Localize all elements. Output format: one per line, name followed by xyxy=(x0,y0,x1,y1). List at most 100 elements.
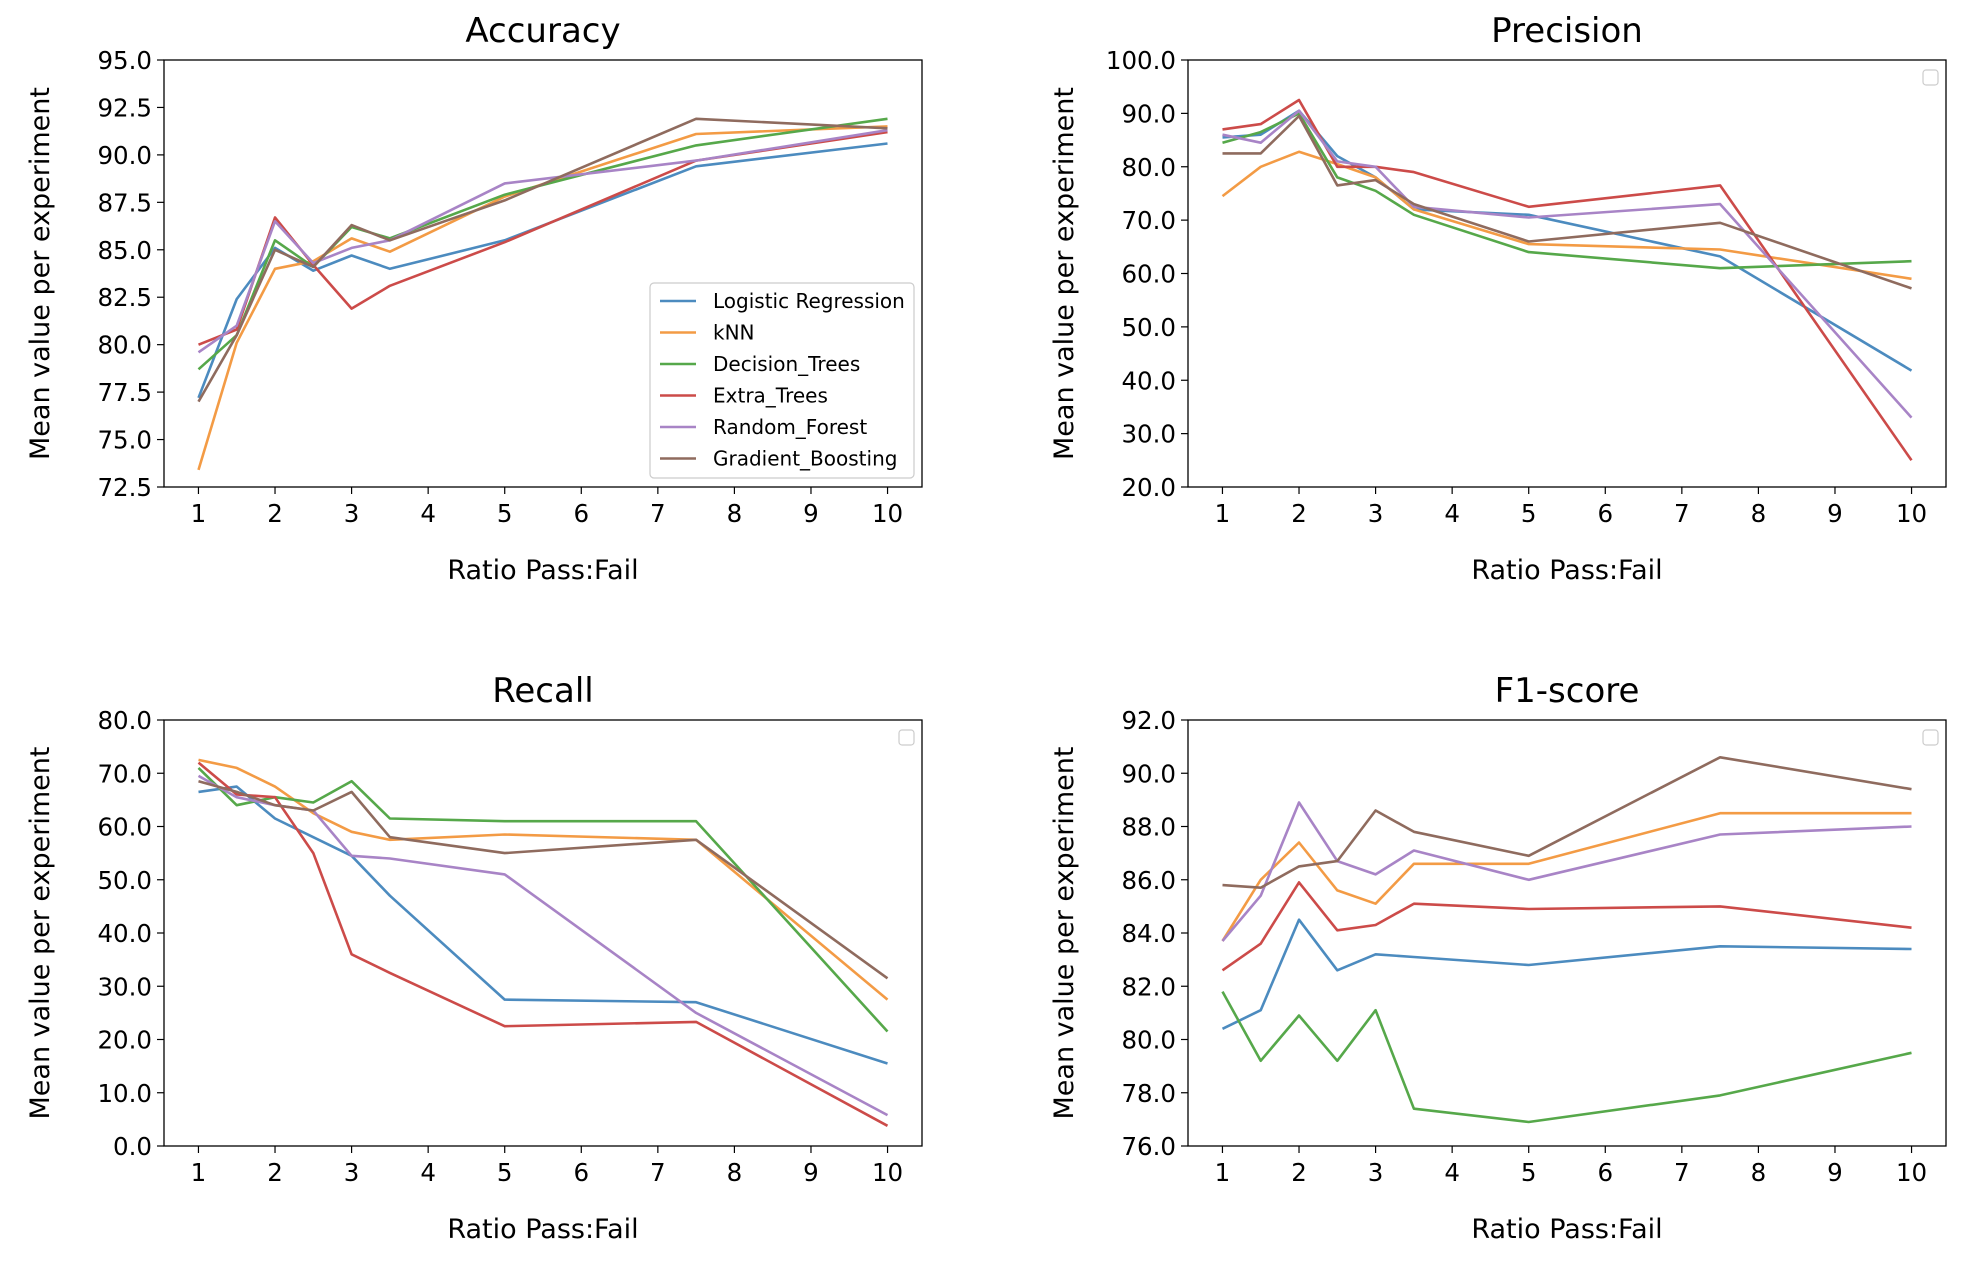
series-line-knn xyxy=(1221,150,1912,281)
x-tick-label: 4 xyxy=(1444,499,1460,528)
y-tick-label: 0.0 xyxy=(113,1132,152,1161)
x-tick-label: 1 xyxy=(1215,499,1231,528)
x-tick-label: 7 xyxy=(1674,499,1690,528)
y-tick-label: 82.5 xyxy=(97,283,152,312)
y-tick-label: 80.0 xyxy=(1121,153,1176,182)
legend-box xyxy=(649,282,915,479)
y-tick-label: 82.0 xyxy=(1121,972,1176,1001)
x-tick-label: 9 xyxy=(803,1158,819,1187)
y-tick-label: 70.0 xyxy=(1121,206,1176,235)
x-tick-label: 8 xyxy=(727,499,743,528)
x-tick-label: 6 xyxy=(573,499,589,528)
x-tick-label: 10 xyxy=(872,1158,903,1187)
x-axis-label: Ratio Pass:Fail xyxy=(1471,1214,1662,1245)
y-axis-label: Mean value per experiment xyxy=(25,747,56,1120)
legend-label: Decision_Trees xyxy=(713,352,860,376)
series-line-gradient-boosting xyxy=(1222,114,1912,290)
y-tick-label: 20.0 xyxy=(1121,473,1176,502)
y-tick-label: 92.0 xyxy=(1121,706,1176,735)
series-line-gradient-boosting xyxy=(1222,755,1912,890)
legend-label: Random_Forest xyxy=(713,415,867,439)
y-tick-label: 90.0 xyxy=(97,141,152,170)
x-tick-label: 5 xyxy=(497,499,513,528)
legend-label: Logistic Regression xyxy=(713,289,905,313)
x-tick-label: 4 xyxy=(1444,1158,1460,1187)
x-tick-label: 2 xyxy=(267,1158,283,1187)
y-tick-label: 30.0 xyxy=(97,972,152,1001)
series-line-random-forest xyxy=(1222,109,1913,419)
plot-frame xyxy=(1187,59,1947,488)
x-tick-label: 6 xyxy=(1597,1158,1613,1187)
series-line-decision-trees xyxy=(197,766,889,1033)
x-tick-label: 8 xyxy=(1751,1158,1767,1187)
x-tick-label: 5 xyxy=(1521,1158,1537,1187)
y-tick-label: 92.5 xyxy=(97,93,152,122)
x-tick-label: 2 xyxy=(1291,499,1307,528)
y-tick-label: 40.0 xyxy=(1121,366,1176,395)
legend-label: kNN xyxy=(713,321,755,345)
y-tick-label: 85.0 xyxy=(97,236,152,265)
y-tick-label: 87.5 xyxy=(97,188,152,217)
y-tick-label: 95.0 xyxy=(97,46,152,75)
y-tick-label: 88.0 xyxy=(1121,813,1176,842)
x-tick-label: 3 xyxy=(344,1158,360,1187)
chart-0: 1 2 3 4 5 6 7 8 9 10 72.5 75.0 77.5 80.0 82.5 85.0 87.5 9… xyxy=(25,11,923,586)
series-line-decision-trees xyxy=(1221,990,1912,1124)
x-tick-label: 4 xyxy=(420,499,436,528)
x-axis-label: Ratio Pass:Fail xyxy=(447,1214,638,1245)
series-line-knn xyxy=(197,125,888,471)
y-tick-label: 77.5 xyxy=(97,378,152,407)
x-tick-label: 10 xyxy=(1896,1158,1927,1187)
x-tick-label: 9 xyxy=(1827,499,1843,528)
legend: Logistic Regression kNN Decision_Trees Extr… xyxy=(649,282,915,479)
y-tick-label: 84.0 xyxy=(1121,919,1176,948)
x-tick-label: 8 xyxy=(727,1158,743,1187)
chart-title: Recall xyxy=(492,671,593,711)
y-tick-label: 80.0 xyxy=(97,331,152,360)
series-line-gradient-boosting xyxy=(198,779,889,980)
chart-3: 1 2 3 4 5 6 7 8 9 10 76.0 78.0 80.0 82.0 84.0 86.0 88.0 9… xyxy=(1049,671,1947,1245)
y-tick-label: 72.5 xyxy=(97,473,152,502)
y-tick-label: 86.0 xyxy=(1121,866,1176,895)
y-tick-label: 80.0 xyxy=(1121,1026,1176,1055)
empty-legend-box xyxy=(1922,69,1939,86)
chart-title: Accuracy xyxy=(465,11,620,51)
x-tick-label: 4 xyxy=(420,1158,436,1187)
y-tick-label: 60.0 xyxy=(1121,260,1176,289)
x-tick-label: 1 xyxy=(191,1158,207,1187)
y-tick-label: 30.0 xyxy=(1121,420,1176,449)
series-line-random-forest xyxy=(1221,801,1912,942)
y-tick-label: 40.0 xyxy=(97,919,152,948)
x-tick-label: 10 xyxy=(872,499,903,528)
x-tick-label: 7 xyxy=(1674,1158,1690,1187)
x-tick-label: 1 xyxy=(1215,1158,1231,1187)
x-tick-label: 2 xyxy=(267,499,283,528)
y-axis-label: Mean value per experiment xyxy=(1049,747,1080,1120)
x-tick-label: 3 xyxy=(344,499,360,528)
y-tick-label: 75.0 xyxy=(97,426,152,455)
series-line-decision-trees xyxy=(1222,112,1912,270)
y-axis-label: Mean value per experiment xyxy=(1049,87,1080,460)
x-tick-label: 3 xyxy=(1368,1158,1384,1187)
x-tick-label: 5 xyxy=(497,1158,513,1187)
x-tick-label: 9 xyxy=(1827,1158,1843,1187)
series-line-logistic-regression xyxy=(1221,918,1912,1030)
y-tick-label: 10.0 xyxy=(97,1079,152,1108)
x-tick-label: 6 xyxy=(573,1158,589,1187)
y-tick-label: 78.0 xyxy=(1121,1079,1176,1108)
series-line-extra-trees xyxy=(1221,881,1912,972)
x-tick-label: 1 xyxy=(191,499,207,528)
y-tick-label: 20.0 xyxy=(97,1026,152,1055)
x-tick-label: 3 xyxy=(1368,499,1384,528)
y-tick-label: 90.0 xyxy=(1121,99,1176,128)
y-tick-label: 60.0 xyxy=(97,813,152,842)
empty-legend-box xyxy=(1922,729,1939,746)
chart-title: Precision xyxy=(1491,11,1643,51)
x-tick-label: 2 xyxy=(1291,1158,1307,1187)
y-tick-label: 80.0 xyxy=(97,706,152,735)
chart-title: F1-score xyxy=(1495,671,1640,711)
chart-1: 1 2 3 4 5 6 7 8 9 10 20.0 30.0 40.0 50.0 60.0 70.0 80.0 9… xyxy=(1049,11,1947,586)
series-line-random-forest xyxy=(197,128,888,354)
legend-label: Extra_Trees xyxy=(713,384,828,408)
series-line-logistic-regression xyxy=(197,142,888,399)
